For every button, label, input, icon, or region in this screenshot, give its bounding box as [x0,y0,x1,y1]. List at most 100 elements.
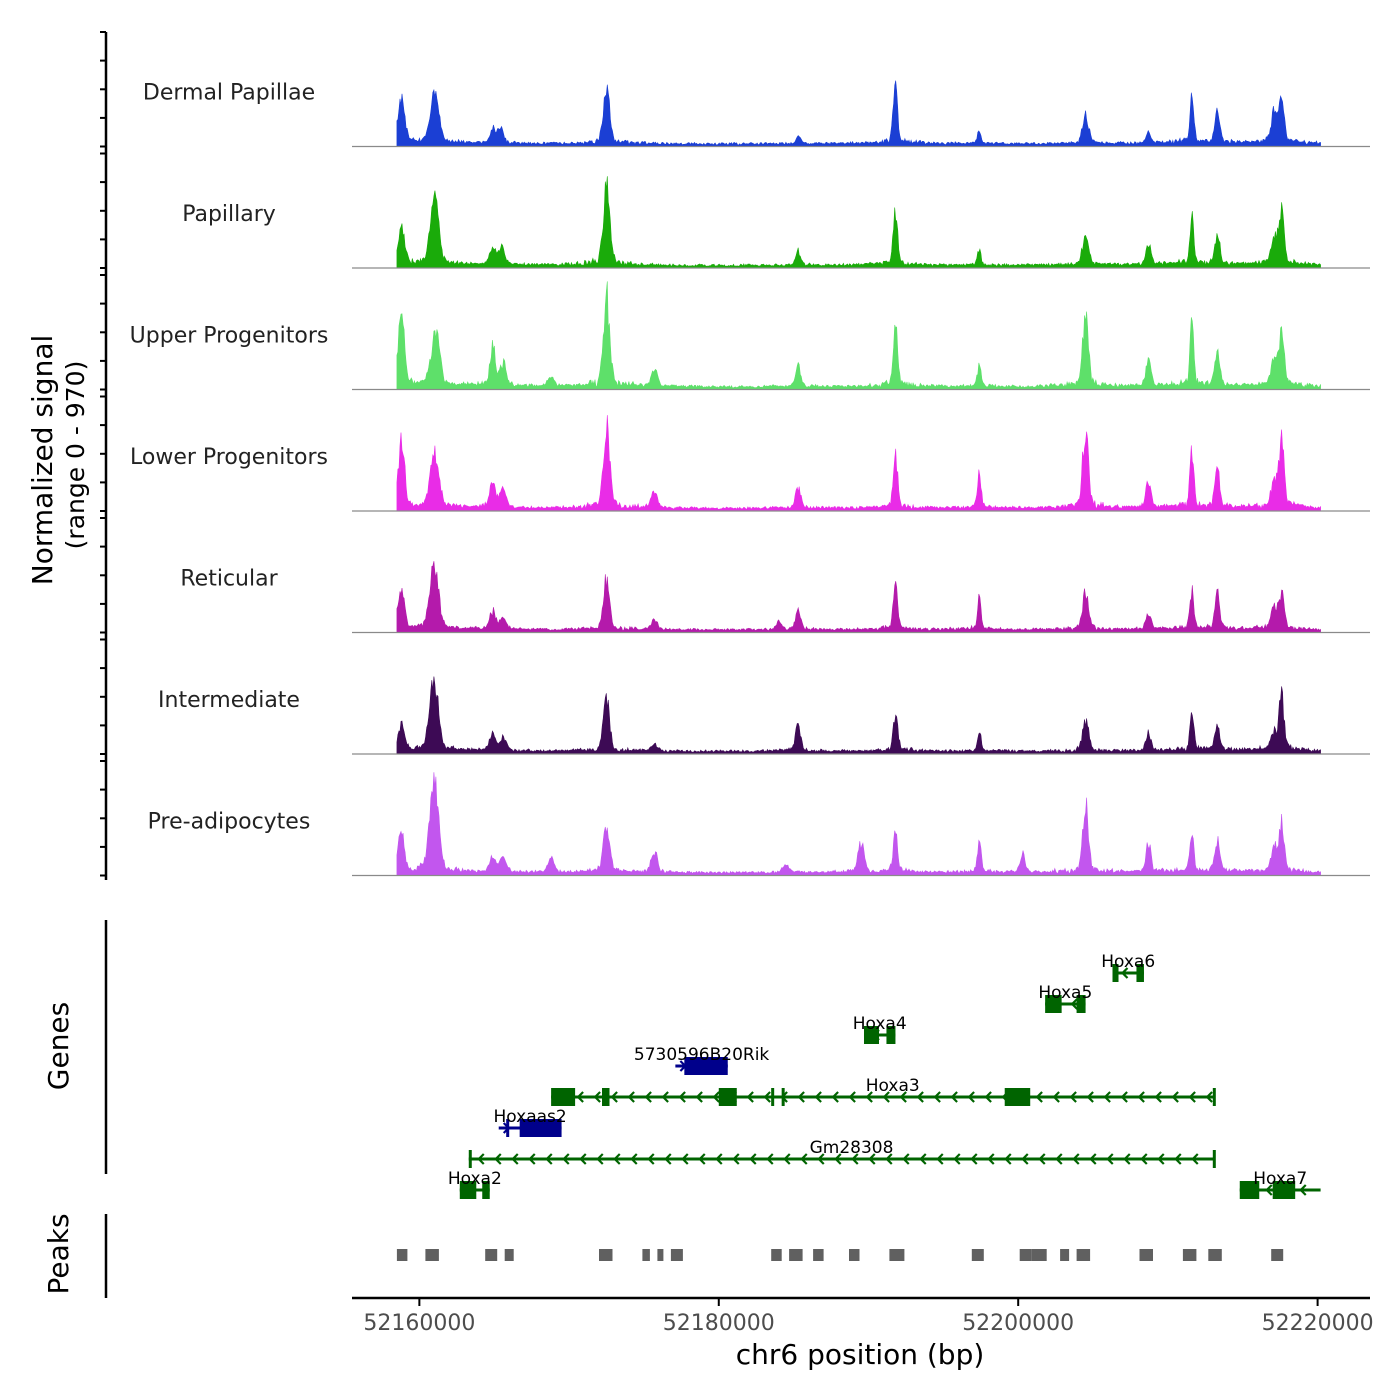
coverage-signal [396,80,1321,147]
peak-region [771,1249,782,1261]
strand-arrow [953,1153,961,1165]
track-label: Reticular [180,567,278,592]
gene-exon [863,1026,879,1044]
track-5: Intermediate [158,676,1370,755]
x-axis-tick-label: 52220000 [1262,1311,1374,1336]
gene-exon [602,1088,610,1106]
strand-arrow [936,1153,944,1165]
strand-arrow [1154,1091,1162,1103]
gene-exon [1004,1088,1031,1106]
gene-0: Hoxa6 [1101,952,1155,982]
strand-arrow [715,1153,723,1165]
gene-exon [684,1057,728,1075]
gene-exon [1076,995,1086,1013]
strand-arrow [831,1091,839,1103]
strand-arrow [545,1153,553,1165]
strand-arrow [1137,1091,1145,1103]
coverage-axis-ticks [100,31,106,877]
gene-label: Gm28308 [810,1138,894,1158]
peak-region [1271,1249,1284,1261]
gene-exon [1136,964,1144,982]
strand-arrow [1174,1153,1182,1165]
gene-2: Hoxa4 [853,1014,907,1044]
track-0: Dermal Papillae [143,80,1370,148]
strand-arrow [916,1091,924,1103]
gene-exon [468,1150,472,1168]
strand-arrow [1157,1153,1165,1165]
peak-region [849,1249,860,1261]
gene-exon [781,1088,785,1106]
x-axis-title: chr6 position (bp) [736,1338,985,1371]
gene-exon [718,1088,737,1106]
strand-arrow [763,1091,771,1103]
strand-arrow [732,1153,740,1165]
peak-region [599,1249,613,1261]
strand-arrow [817,1153,825,1165]
gene-label: Hoxa2 [448,1169,502,1189]
track-label: Intermediate [158,688,300,713]
peak-region [485,1249,498,1261]
gene-exon [1112,964,1119,982]
coverage-tracks: Dermal Papillae Papillary Upper Progenitor… [130,80,1370,877]
strand-arrow [695,1091,703,1103]
strand-arrow [576,1091,584,1103]
gene-3: 5730596B20Rik [634,1045,769,1075]
gene-exon [506,1119,510,1137]
track-label: Lower Progenitors [130,445,328,470]
strand-arrow [950,1091,958,1103]
gene-8: Hoxa7 [1239,1169,1321,1199]
genes-panel-title: Genes [42,1002,75,1090]
strand-arrow [797,1091,805,1103]
peak-track [396,1249,1284,1261]
gene-label: Hoxa5 [1038,983,1092,1003]
coverage-signal [396,176,1321,269]
strand-arrow [984,1091,992,1103]
strand-arrow [664,1153,672,1165]
gene-label: Hoxa7 [1253,1169,1307,1189]
gene-exon [1239,1181,1260,1199]
gene-exon [771,1088,775,1106]
strand-arrow [627,1091,635,1103]
strand-arrow [1265,1184,1273,1196]
strand-arrow [511,1153,519,1165]
gene-annotation-track: Hoxa6 Hoxa5 Hoxa4 5730596B20Rik Hoxa3 Hoxaas2… [448,952,1321,1199]
strand-arrow [596,1153,604,1165]
strand-arrow [868,1153,876,1165]
peak-region [670,1249,683,1261]
strand-arrow [902,1153,910,1165]
peak-region [504,1249,514,1261]
peak-region [1019,1249,1032,1261]
peak-region [1060,1249,1070,1261]
peaks-panel-title: Peaks [42,1213,75,1294]
strand-arrow [579,1153,587,1165]
strand-arrow [712,1091,720,1103]
coverage-signal [396,415,1321,512]
peak-region [1076,1249,1091,1261]
strand-arrow [865,1091,873,1103]
strand-arrow [610,1091,618,1103]
gene-label: Hoxa4 [853,1014,907,1034]
x-axis-tick-label: 52180000 [663,1311,775,1336]
peak-region [1182,1249,1197,1261]
strand-arrow [1123,1153,1131,1165]
strand-arrow [1055,1153,1063,1165]
strand-arrow [987,1153,995,1165]
gene-exon [459,1181,477,1199]
strand-arrow [967,1091,975,1103]
gene-exon [482,1181,490,1199]
strand-arrow [1069,1091,1077,1103]
gene-5: Hoxaas2 [493,1107,567,1137]
x-axis-tick-label: 52160000 [363,1311,475,1336]
strand-arrow [814,1091,822,1103]
strand-arrow [698,1153,706,1165]
peak-region [789,1249,803,1261]
strand-arrow [1171,1091,1179,1103]
strand-arrow [528,1153,536,1165]
strand-arrow [1004,1153,1012,1165]
peak-region [1139,1249,1153,1261]
strand-arrow [477,1153,485,1165]
gene-7: Hoxa2 [448,1169,502,1199]
strand-arrow [678,1091,686,1103]
strand-arrow [1299,1184,1307,1196]
peak-region [889,1249,905,1261]
